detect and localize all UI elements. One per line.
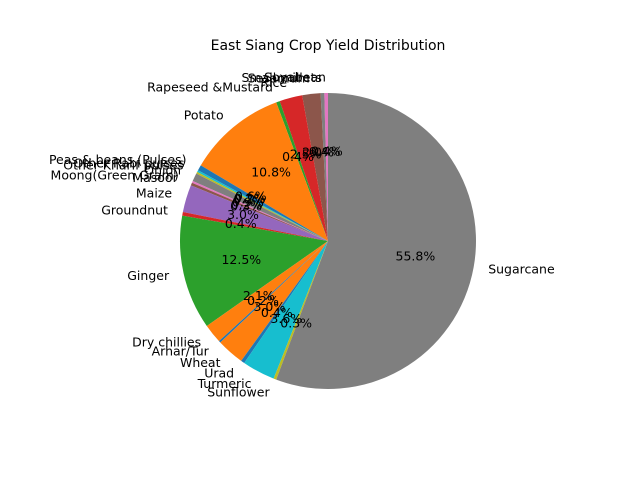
- slice-soyabean: [324, 93, 328, 241]
- slice-label-dry-chillies: Dry chillies: [132, 335, 201, 350]
- slice-pct-rice: 2.5%: [290, 147, 322, 162]
- slice-pct-groundnut: 0.4%: [225, 216, 257, 231]
- slice-label-ginger: Ginger: [127, 268, 170, 283]
- slice-wheat: [220, 241, 328, 361]
- slice-sesamum: [302, 93, 328, 241]
- slice-turmeric: [244, 241, 328, 379]
- slice-pct-onion: 0.9%: [232, 194, 264, 209]
- chart-title: East Siang Crop Yield Distribution: [211, 38, 446, 54]
- slice-label-groundnut: Groundnut: [101, 203, 168, 218]
- slice-pct-sesamum: 2.0%: [302, 144, 334, 159]
- slice-pct-dry-chillies: 2.1%: [243, 288, 275, 303]
- slice-label-maize: Maize: [136, 186, 172, 201]
- slice-pct-other-rabi-pulses: 0.2%: [234, 191, 266, 206]
- slice-label-moong-green-gram: Moong(Green Gram): [51, 167, 179, 182]
- slice-pct-sugarcane: 55.8%: [396, 248, 436, 263]
- slice-sugarcane: [276, 93, 477, 389]
- slice-label-arhar-tur: Arhar/Tur: [152, 343, 210, 358]
- slice-label-urad: Urad: [204, 366, 234, 381]
- slice-label-potato: Potato: [184, 108, 224, 123]
- slice-pct-urad: 0.4%: [261, 305, 293, 320]
- slice-label-masoor: Masoor: [132, 170, 178, 185]
- slice-pct-other-kharif-pulses: 0.2%: [233, 192, 265, 207]
- slice-label-soyabean: Soyabean: [264, 70, 326, 85]
- slice-rapeseed-mustard: [276, 101, 328, 241]
- slice-label-other-kharif-pulses: Other Kharif pulses: [63, 157, 183, 172]
- slice-moong-green-gram: [191, 181, 328, 241]
- slice-masoor: [190, 182, 328, 241]
- slice-label-sunflower: Sunflower: [207, 384, 270, 399]
- slice-maize: [182, 185, 328, 241]
- slice-small-millets: [320, 93, 328, 241]
- slice-label-peas-beans-pulses: Peas & beans (Pulses): [49, 152, 187, 167]
- slice-pct-peas-beans-pulses: 0.6%: [235, 189, 267, 204]
- slice-label-rapeseed-mustard: Rapeseed &Mustard: [147, 79, 273, 94]
- slice-sunflower: [273, 241, 328, 380]
- slice-pct-small-millets: 0.4%: [309, 144, 341, 159]
- slice-pct-moong-green-gram: 0.2%: [231, 197, 263, 212]
- slice-label-turmeric: Turmeric: [197, 376, 252, 391]
- slice-pct-wheat: 3.0%: [253, 299, 285, 314]
- slice-peas-beans-pulses: [198, 165, 328, 241]
- slice-groundnut: [182, 211, 328, 241]
- slice-pct-arhar-tur: 0.2%: [247, 293, 279, 308]
- slice-other-rabi-pulses: [197, 170, 328, 241]
- slice-pct-soyabean: 0.4%: [311, 144, 343, 159]
- slice-other-kharif-pulses: [196, 171, 328, 241]
- slice-pct-potato: 10.8%: [251, 164, 291, 179]
- pie-labels: Soyabean 0.4% Small millets 0.4% Sesamum 2.0%…: [49, 70, 555, 400]
- slice-pct-ginger: 12.5%: [221, 252, 261, 267]
- slice-dry-chillies: [206, 241, 328, 342]
- slice-label-wheat: Wheat: [180, 355, 221, 370]
- slice-pct-turmeric: 3.6%: [270, 311, 302, 326]
- slice-label-onion: Onion: [144, 162, 181, 177]
- slice-potato: [200, 102, 328, 241]
- slice-label-other-rabi-pulses: Other Rabi pulses: [74, 156, 185, 171]
- slice-arhar-tur: [219, 241, 328, 343]
- slice-urad: [241, 241, 328, 363]
- slice-onion: [192, 173, 328, 241]
- slice-label-sesamum: Sesamum: [248, 71, 310, 86]
- slice-label-sugarcane: Sugarcane: [488, 261, 555, 276]
- slice-label-small-millets: Small millets: [241, 70, 321, 85]
- slice-rice: [279, 95, 328, 241]
- slice-pct-sunflower: 0.3%: [280, 315, 312, 330]
- slice-pct-rapeseed-mustard: 0.4%: [282, 149, 314, 164]
- slice-pct-masoor: 0.3%: [230, 198, 262, 213]
- slice-pct-maize: 3.0%: [227, 207, 259, 222]
- slice-ginger: [180, 215, 328, 326]
- pie-slices: [180, 93, 477, 389]
- slice-label-rice: Rice: [260, 75, 287, 90]
